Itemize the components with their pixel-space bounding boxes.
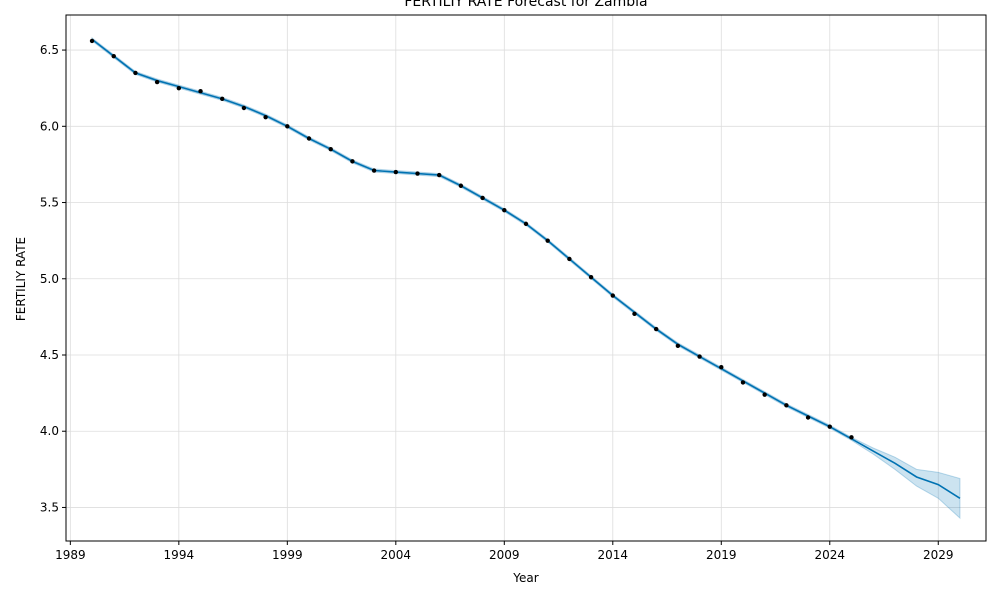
- x-tick-label: 2019: [706, 548, 737, 562]
- x-tick-label: 2024: [815, 548, 846, 562]
- observed-point: [827, 424, 832, 429]
- observed-point: [480, 195, 485, 201]
- observed-point: [502, 207, 507, 213]
- x-axis-ticks: 1989 1994 1999 2004 2009 2014 2019 2024 2029: [55, 541, 954, 562]
- x-tick-label: 2014: [598, 548, 629, 562]
- observed-point: [588, 275, 594, 280]
- x-tick-label: 2029: [923, 548, 954, 562]
- x-axis-label: Year: [512, 571, 538, 585]
- y-axis-ticks: 3.5 4.0 4.5 5.0 5.5 6.0 6.5: [40, 43, 66, 514]
- observed-point: [719, 364, 724, 370]
- y-tick-label: 3.5: [40, 500, 59, 514]
- observed-point: [263, 114, 268, 120]
- y-tick-label: 5.5: [40, 196, 59, 210]
- x-tick-label: 1989: [55, 548, 86, 562]
- observed-point: [198, 89, 203, 94]
- observed-point: [328, 146, 333, 152]
- observed-point: [740, 380, 746, 385]
- observed-point: [697, 354, 702, 359]
- observed-point: [675, 343, 681, 349]
- observed-point: [567, 256, 572, 262]
- y-tick-label: 4.0: [40, 424, 59, 438]
- observed-point: [849, 435, 854, 440]
- observed-point: [89, 38, 95, 44]
- observed-point: [241, 105, 247, 111]
- observed-points-layer: [89, 38, 854, 440]
- y-tick-label: 5.0: [40, 272, 59, 286]
- observed-point: [523, 221, 529, 227]
- x-tick-label: 1999: [272, 548, 303, 562]
- x-tick-label: 2004: [381, 548, 412, 562]
- x-tick-label: 2009: [489, 548, 520, 562]
- observed-point: [415, 171, 420, 176]
- y-axis-label: FERTILIY RATE: [14, 237, 28, 321]
- observed-point: [393, 169, 399, 175]
- observed-point: [111, 53, 116, 59]
- observed-point: [805, 415, 811, 420]
- observed-point: [154, 79, 160, 85]
- grid-lines: [66, 15, 986, 541]
- observed-point: [371, 168, 377, 173]
- observed-point: [285, 124, 290, 129]
- observed-point: [437, 172, 442, 178]
- chart-title: FERTILIY RATE Forecast for Zambia: [404, 0, 647, 10]
- observed-point: [762, 392, 767, 397]
- y-tick-label: 6.0: [40, 119, 59, 133]
- observed-point: [784, 403, 789, 408]
- observed-point: [653, 326, 659, 332]
- y-tick-label: 4.5: [40, 348, 59, 362]
- observed-point: [545, 238, 550, 243]
- observed-point: [632, 311, 637, 317]
- observed-point: [610, 293, 615, 298]
- x-tick-label: 1994: [164, 548, 195, 562]
- observed-point: [220, 96, 225, 102]
- y-tick-label: 6.5: [40, 43, 59, 57]
- observed-point: [133, 70, 138, 76]
- observed-point: [176, 85, 182, 91]
- observed-point: [458, 183, 464, 188]
- observed-point: [350, 159, 355, 164]
- plot-area-frame: [65, 14, 987, 542]
- observed-point: [306, 136, 312, 141]
